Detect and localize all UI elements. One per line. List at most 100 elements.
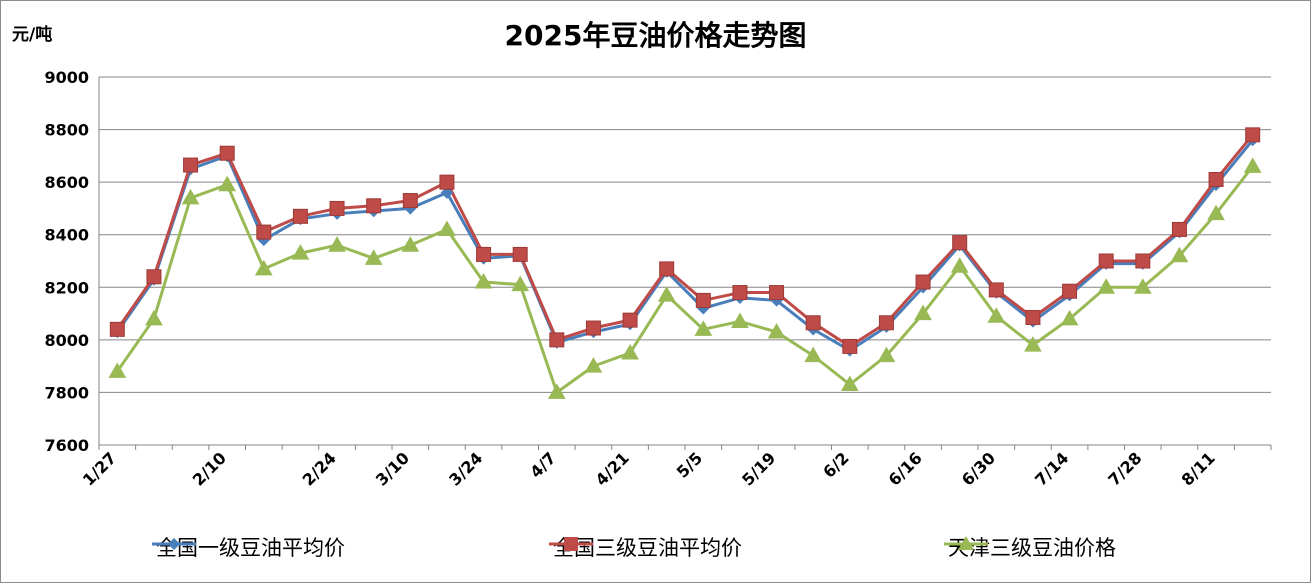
data-point-0 xyxy=(440,186,454,199)
x-tick-label: 8/11 xyxy=(1178,448,1219,489)
data-point-2 xyxy=(181,188,200,205)
data-point-2 xyxy=(328,236,346,252)
data-point-1 xyxy=(988,282,1004,298)
data-point-2 xyxy=(547,383,566,399)
legend-item-0: 全国一级豆油平均价 xyxy=(152,532,345,562)
data-point-2 xyxy=(364,249,383,265)
data-point-2 xyxy=(950,257,969,273)
data-point-1 xyxy=(256,224,272,240)
data-point-2 xyxy=(767,322,786,339)
data-point-2 xyxy=(145,309,163,326)
data-point-1 xyxy=(622,312,638,328)
legend-label: 天津三级豆油价格 xyxy=(948,536,1116,560)
chart-title: 2025年豆油价格走势图 xyxy=(504,19,807,52)
y-tick-label: 7800 xyxy=(44,383,89,402)
data-point-1 xyxy=(1062,283,1078,299)
x-tick-label: 2/10 xyxy=(189,448,230,489)
y-tick-label: 9000 xyxy=(44,68,89,87)
y-tick-label: 8200 xyxy=(44,278,89,297)
data-point-1 xyxy=(695,292,711,308)
data-point-1 xyxy=(439,174,455,190)
data-point-1 xyxy=(146,269,162,285)
data-point-2 xyxy=(877,346,896,363)
data-point-2 xyxy=(291,244,310,260)
data-point-2 xyxy=(1243,157,1262,173)
data-point-1 xyxy=(1098,253,1114,269)
data-point-1 xyxy=(292,208,308,224)
data-point-2 xyxy=(401,236,420,252)
legend-swatch-0 xyxy=(152,538,196,550)
x-tick-label: 4/7 xyxy=(526,448,559,481)
data-point-2 xyxy=(657,286,676,302)
data-point-2 xyxy=(511,275,530,292)
x-tick-label: 2/24 xyxy=(299,448,340,489)
legend-swatch-1 xyxy=(549,537,593,551)
data-point-1 xyxy=(659,261,675,277)
data-point-1 xyxy=(732,285,748,301)
data-point-2 xyxy=(694,320,713,336)
data-point-2 xyxy=(438,220,456,236)
data-point-2 xyxy=(474,273,493,289)
data-point-2 xyxy=(1060,309,1079,326)
x-tick-label: 5/19 xyxy=(738,448,779,489)
data-point-2 xyxy=(108,362,127,378)
data-point-1 xyxy=(915,274,931,290)
data-point-2 xyxy=(1024,336,1042,352)
data-point-1 xyxy=(1171,221,1187,237)
data-point-2 xyxy=(987,307,1006,323)
data-point-1 xyxy=(1025,310,1041,326)
data-point-2 xyxy=(254,259,273,276)
data-point-1 xyxy=(402,193,418,209)
data-point-2 xyxy=(584,357,603,373)
y-tick-label: 7600 xyxy=(44,436,89,455)
series-line-1 xyxy=(116,133,1254,348)
data-point-1 xyxy=(878,315,894,331)
data-point-2 xyxy=(621,343,639,360)
x-tick-label: 5/5 xyxy=(673,448,706,481)
legend-item-2: 天津三级豆油价格 xyxy=(944,532,1116,562)
data-point-2 xyxy=(914,304,932,321)
data-point-1 xyxy=(109,321,125,337)
data-point-1 xyxy=(1135,253,1151,269)
x-tick-label: 6/30 xyxy=(958,448,999,489)
data-point-2 xyxy=(804,346,823,363)
x-tick-label: 3/10 xyxy=(372,448,413,489)
y-tick-label: 8600 xyxy=(44,173,89,192)
data-point-1 xyxy=(366,198,382,214)
x-tick-label: 4/21 xyxy=(592,448,633,489)
data-point-2 xyxy=(218,175,237,192)
y-tick-label: 8800 xyxy=(44,121,89,140)
data-point-1 xyxy=(952,235,968,251)
legend-swatch-2 xyxy=(944,536,988,550)
x-tick-label: 6/2 xyxy=(819,448,852,481)
x-tick-label: 7/28 xyxy=(1104,448,1145,489)
data-point-1 xyxy=(476,246,492,262)
legend-item-1: 全国三级豆油平均价 xyxy=(549,532,742,562)
data-point-1 xyxy=(769,285,785,301)
data-point-2 xyxy=(1133,278,1152,294)
data-point-2 xyxy=(1097,278,1116,294)
data-point-1 xyxy=(183,157,199,173)
series-line-0 xyxy=(116,139,1254,352)
y-axis-unit-label: 元/吨 xyxy=(12,25,53,45)
legend-label: 全国一级豆油平均价 xyxy=(156,536,345,560)
data-point-1 xyxy=(219,145,235,161)
data-point-1 xyxy=(549,332,565,348)
data-point-1 xyxy=(585,320,601,336)
data-point-2 xyxy=(840,375,859,392)
data-point-2 xyxy=(731,312,749,328)
data-point-1 xyxy=(329,200,345,216)
data-point-2 xyxy=(1207,204,1225,221)
data-point-1 xyxy=(512,246,528,262)
x-tick-label: 6/16 xyxy=(885,448,926,489)
data-point-1 xyxy=(1208,172,1224,188)
y-tick-label: 8400 xyxy=(44,226,89,245)
data-point-2 xyxy=(1170,246,1189,263)
legend-label: 全国三级豆油平均价 xyxy=(553,536,742,560)
y-tick-label: 8000 xyxy=(44,331,89,350)
data-point-1 xyxy=(805,315,821,331)
data-point-1 xyxy=(1245,127,1261,143)
data-point-1 xyxy=(842,338,858,354)
